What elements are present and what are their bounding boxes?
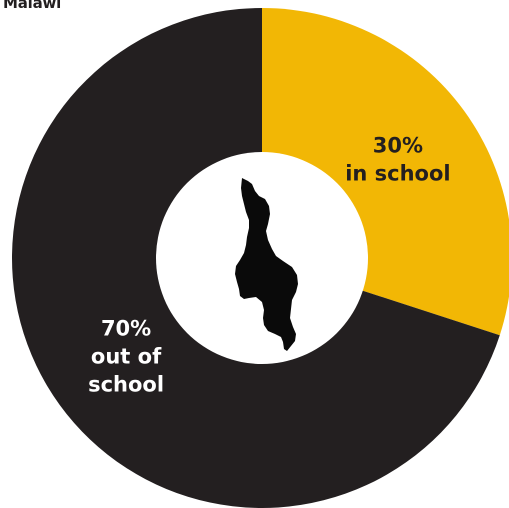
slice-labels: 30% in school 70% out of school (88, 133, 451, 396)
slice-label-line: out of (91, 345, 162, 369)
slice-label-out-of-school: 70% out of school (88, 317, 164, 397)
slice-label-line: 70% (101, 317, 151, 341)
slice-label-in-school: 30% in school (345, 133, 450, 185)
chart-title: Malawi (3, 0, 62, 12)
slice-label-line: 30% (373, 133, 423, 157)
slice-label-line: school (88, 373, 164, 397)
slice-label-line: in school (345, 161, 450, 185)
malawi-map-icon (235, 178, 298, 351)
